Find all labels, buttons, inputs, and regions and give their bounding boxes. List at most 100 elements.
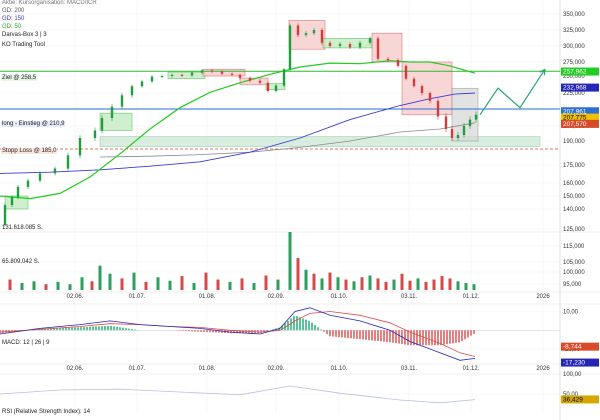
- rsi-tick-label: 100,00: [563, 372, 582, 378]
- date-tick-label: 01.07.: [129, 294, 146, 300]
- macd-histogram-bar: [191, 330, 193, 332]
- macd-histogram-bar: [368, 330, 370, 341]
- macd-histogram-bar: [116, 326, 118, 331]
- macd-signal-line: [0, 311, 476, 357]
- macd-histogram-bar: [239, 330, 241, 334]
- legend-gd50: GD: 50: [2, 24, 22, 30]
- macd-histogram-bar: [470, 330, 472, 336]
- macd-value-tag: [561, 358, 599, 367]
- rsi-label: RSI (Relative Strength Index): 14: [2, 409, 91, 415]
- candle-body: [210, 70, 214, 72]
- volume-bar: [376, 278, 380, 290]
- macd-histogram-bar: [62, 327, 64, 331]
- candle-body: [338, 44, 342, 46]
- level-label-stop-loss: Stopp Loss @ 185,0: [1, 148, 58, 154]
- volume-bar: [228, 281, 232, 290]
- macd-histogram-bar: [341, 330, 343, 338]
- macd-tick-label: 10,00: [563, 310, 579, 316]
- macd-histogram-bar: [134, 329, 136, 331]
- level-label-entry: long - Einstieg @ 210,9: [1, 121, 66, 127]
- macd-histogram-bar: [200, 330, 202, 332]
- candle-body: [396, 60, 400, 66]
- volume-bar: [392, 279, 396, 290]
- macd-histogram-bar: [185, 330, 187, 332]
- macd-histogram-bar: [392, 330, 394, 343]
- macd-histogram-bar: [71, 327, 73, 331]
- macd-value-tag-label: -17,230: [563, 360, 585, 367]
- price-tick-label: 140,000: [563, 207, 585, 213]
- macd-value-tag-label: -8,744: [563, 344, 582, 351]
- macd-histogram-bar: [311, 322, 313, 331]
- macd-histogram-bar: [131, 329, 133, 331]
- price-tag-label: 207,961: [563, 108, 587, 115]
- candle-body: [462, 126, 466, 135]
- macd-histogram-bar: [452, 330, 454, 344]
- macd-histogram-bar: [362, 330, 364, 340]
- macd-histogram-bar: [413, 330, 415, 346]
- price-tag-label: 207,775: [563, 115, 587, 122]
- macd-histogram-bar: [209, 330, 211, 333]
- volume-bar: [400, 273, 404, 290]
- price-tag: [561, 67, 599, 76]
- price-tick-label: 175,000: [563, 163, 585, 169]
- macd-histogram-bar: [305, 319, 307, 331]
- macd-histogram-bar: [230, 330, 232, 334]
- macd-histogram-bar: [203, 330, 205, 332]
- macd-histogram-bar: [179, 330, 181, 331]
- macd-histogram-bar: [428, 330, 430, 346]
- date-tick-label: 01.08.: [199, 366, 216, 372]
- macd-histogram-bar: [347, 330, 349, 339]
- candle-body: [220, 71, 224, 74]
- rsi-value-tag-label: 36,429: [563, 396, 583, 403]
- candle-body: [3, 205, 7, 225]
- macd-histogram-bar: [53, 328, 55, 331]
- macd-histogram-bar: [104, 326, 106, 331]
- volume-bar: [336, 277, 340, 290]
- candle-body: [368, 38, 372, 43]
- candle-body: [110, 106, 114, 118]
- candle-body: [150, 76, 154, 82]
- volume-bar: [252, 283, 256, 290]
- price-tick-label: 125,000: [563, 227, 585, 233]
- macd-histogram-bar: [350, 330, 352, 339]
- volume-bar: [44, 284, 48, 290]
- macd-histogram-bar: [107, 325, 109, 331]
- darvas-box: [401, 61, 453, 116]
- macd-histogram-bar: [464, 330, 466, 340]
- macd-histogram-bar: [47, 328, 49, 331]
- candle-body: [436, 100, 440, 117]
- candle-body: [53, 168, 57, 174]
- volume-bar: [144, 281, 148, 290]
- candle-body: [258, 80, 262, 83]
- price-tag-label: 207,570: [563, 121, 587, 128]
- macd-histogram-bar: [371, 330, 373, 341]
- macd-histogram-bar: [410, 330, 412, 346]
- price-tag: [561, 107, 599, 116]
- darvas-box: [371, 32, 403, 63]
- candle-body: [450, 129, 454, 138]
- price-tick-label: 95,000: [563, 282, 582, 288]
- volume-bar: [180, 276, 184, 290]
- macd-histogram-bar: [302, 318, 304, 331]
- price-tag-label: 232,968: [563, 85, 587, 92]
- macd-histogram-bar: [215, 330, 217, 333]
- volume-bar: [432, 279, 436, 290]
- candle-body: [320, 30, 324, 43]
- candle-body: [266, 82, 270, 91]
- ma200-line: [99, 122, 476, 158]
- macd-histogram-bar: [281, 325, 283, 331]
- macd-histogram-bar: [197, 330, 199, 332]
- volume-bar: [20, 283, 24, 290]
- price-tick-label: 300,000: [563, 44, 585, 50]
- macd-histogram-bar: [404, 330, 406, 345]
- price-tag: [561, 113, 599, 122]
- volume-bar: [56, 281, 60, 290]
- ma50-line: [0, 60, 476, 200]
- volume-bar: [80, 277, 84, 290]
- macd-histogram-bar: [233, 330, 235, 334]
- date-tick-label: 02.09.: [268, 294, 285, 300]
- macd-histogram-bar: [320, 329, 322, 331]
- volume-mid-label: 65.809.042 S.: [2, 259, 40, 265]
- candle-body: [428, 93, 432, 101]
